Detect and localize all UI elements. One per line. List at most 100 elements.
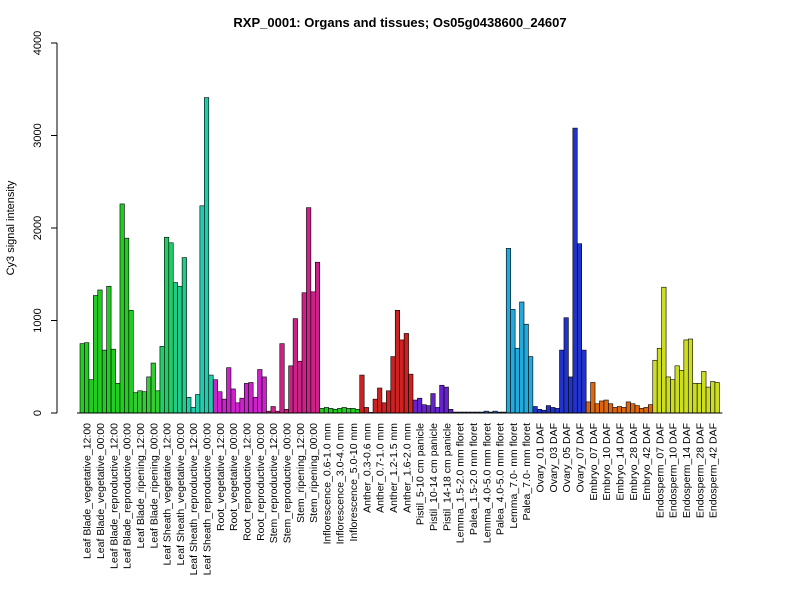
bar [630, 403, 636, 414]
bar [603, 399, 609, 414]
x-tick-label: Lemma_7.0- mm floret [508, 423, 520, 529]
x-tick-label: Pistil_10-14 cm panicle [428, 423, 440, 531]
bar [634, 405, 640, 414]
bar [550, 407, 556, 414]
bar [674, 365, 680, 414]
bar [181, 257, 187, 414]
bar [168, 242, 174, 414]
y-tick-label: 4000 [32, 31, 44, 55]
bar [204, 97, 210, 414]
bar [590, 382, 596, 414]
bar [612, 407, 618, 414]
bar [714, 382, 720, 414]
bar [257, 369, 263, 414]
bar [563, 317, 569, 414]
bar [581, 349, 587, 414]
bar [621, 407, 627, 414]
bar [417, 397, 423, 414]
x-tick-label: Embryo_14 DAF [614, 423, 626, 501]
x-tick-label: Stem_reproductive_00:00 [281, 423, 293, 543]
bar [648, 404, 654, 414]
x-tick-label: Inflorescence_3.0-4.0 mm [335, 423, 347, 545]
x-tick-label: Stem_ripening_00:00 [308, 423, 320, 523]
x-tick-label: Endosperm_42 DAF [708, 423, 720, 518]
bar [292, 318, 298, 414]
bar [97, 289, 103, 414]
bar [119, 203, 125, 414]
bar [199, 205, 205, 414]
chart-title: RXP_0001: Organs and tissues; Os05g04386… [233, 15, 566, 30]
bar [576, 243, 583, 414]
x-tick-label: Leaf Blade_vegetative_12:00 [82, 423, 94, 559]
bar [279, 343, 285, 414]
bar [230, 388, 236, 414]
bar [616, 406, 622, 414]
x-tick-label: Lemma_1.5-2.0 mm floret [455, 423, 467, 543]
bar [101, 349, 107, 414]
bar [88, 379, 94, 414]
x-tick-label: Leaf Blade_reproductive_00:00 [122, 423, 134, 569]
bar [208, 374, 214, 414]
x-tick-label: Anther_1.2-1.5 mm [388, 423, 400, 513]
x-tick-label: Stem_reproductive_12:00 [268, 423, 280, 543]
bar [315, 261, 321, 414]
bar [190, 407, 196, 414]
bar [195, 394, 201, 414]
x-tick-label: Anther_0.7-1.0 mm [375, 423, 387, 513]
x-tick-label: Inflorescence_5.0-10 mm [348, 423, 360, 542]
bar [701, 371, 707, 414]
bar [710, 381, 716, 414]
x-tick-label: Anther_1.6-2.0 mm [401, 423, 413, 513]
bar [679, 370, 685, 414]
y-tick-label: 0 [32, 410, 44, 416]
x-tick-label: Root_reproductive_12:00 [242, 423, 254, 541]
bar [110, 348, 116, 414]
x-tick-label: Leaf Blade_ripening_00:00 [148, 423, 160, 549]
bar [443, 386, 449, 414]
x-tick-label: Embryo_42 DAF [641, 423, 653, 501]
x-tick-label: Endosperm_28 DAF [694, 423, 706, 518]
y-axis-label: Cy3 signal intensity [5, 180, 17, 275]
y-tick-label: 2000 [32, 216, 44, 240]
bar [137, 390, 143, 414]
bar [243, 383, 250, 414]
bar [354, 408, 361, 414]
x-tick-label: Embryo_10 DAF [601, 423, 613, 501]
bar [683, 339, 689, 414]
x-tick-label: Ovary_05 DAF [561, 423, 573, 492]
x-tick-label: Ovary_03 DAF [548, 423, 560, 492]
bar [212, 379, 218, 414]
bar [341, 407, 347, 414]
bar [692, 383, 698, 414]
bar [430, 393, 436, 414]
bar [306, 207, 312, 414]
bar [372, 398, 378, 414]
bar [128, 310, 134, 414]
bar [434, 407, 440, 414]
bar [186, 396, 192, 414]
x-tick-label: Pistil_14-18 cm panicle [441, 423, 453, 531]
x-tick-label: Leaf Blade_ripening_12:00 [135, 423, 147, 549]
bar [394, 310, 400, 414]
bar [248, 382, 254, 414]
bar [537, 408, 543, 414]
bar [159, 346, 165, 414]
x-tick-label: Leaf Sheath_vegetative_12:00 [162, 423, 174, 566]
bar [523, 323, 529, 414]
bar [106, 285, 112, 414]
bar [585, 401, 591, 414]
x-tick-label: Ovary_07 DAF [575, 423, 587, 492]
bar [608, 403, 614, 414]
bar [639, 408, 645, 414]
bar [554, 408, 560, 414]
bar [408, 373, 414, 414]
bar [687, 338, 694, 414]
x-tick-label: Endosperm_07 DAF [654, 423, 666, 518]
bar [545, 405, 551, 414]
x-tick-label: Leaf Sheath_vegetative_00:00 [175, 423, 187, 566]
bar [568, 376, 574, 414]
x-tick-label: Endosperm_14 DAF [681, 423, 693, 518]
bar [656, 347, 662, 414]
bar [288, 365, 294, 414]
